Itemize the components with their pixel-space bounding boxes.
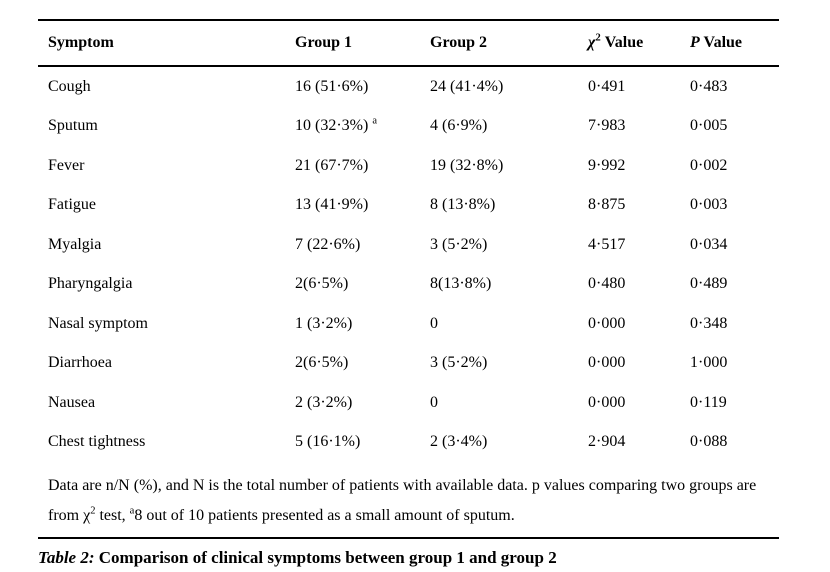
table-row: Cough 16 (51·6%) 24 (41·4%) 0·491 0·483 — [38, 66, 779, 107]
symptom-cell: Nasal symptom — [48, 314, 148, 332]
footnote-marker-sup: a — [372, 115, 377, 127]
group1-cell: 10 (32·3%) a — [295, 115, 377, 135]
table-row: Nausea 2 (3·2%) 0 0·000 0·119 — [38, 383, 779, 423]
table-row: Nasal symptom 1 (3·2%) 0 0·000 0·348 — [38, 304, 779, 344]
symptom-cell: Myalgia — [48, 235, 102, 253]
group2-cell: 3 (5·2%) — [430, 235, 488, 253]
footnote: Data are n/N (%), and N is the total num… — [38, 462, 779, 539]
column-header-group1: Group 1 — [295, 20, 430, 67]
group1-cell: 7 (22·6%) — [295, 235, 361, 253]
group2-cell: 0 — [430, 314, 438, 332]
chi-value-cell: 0·000 — [588, 314, 626, 332]
table-row: Diarrhoea 2(6·5%) 3 (5·2%) 0·000 1·000 — [38, 344, 779, 384]
chi-value-cell: 0·000 — [588, 354, 626, 372]
paper-table: Symptom Group 1 Group 2 χ2 Value P Value… — [38, 19, 779, 568]
group2-cell: 4 (6·9%) — [430, 117, 488, 135]
group2-cell: 0 — [430, 393, 438, 411]
p-value-cell: 0·002 — [690, 156, 728, 174]
chi-value-cell: 0·480 — [588, 275, 626, 293]
p-value-cell: 0·003 — [690, 196, 728, 214]
group2-cell: 19 (32·8%) — [430, 156, 504, 174]
group1-cell: 2(6·5%) — [295, 275, 349, 293]
symptoms-table: Symptom Group 1 Group 2 χ2 Value P Value… — [38, 19, 779, 462]
table-row: Pharyngalgia 2(6·5%) 8(13·8%) 0·480 0·489 — [38, 265, 779, 305]
group2-cell: 8(13·8%) — [430, 275, 492, 293]
symptom-cell: Chest tightness — [48, 433, 146, 451]
symptom-cell: Fatigue — [48, 196, 96, 214]
symptom-cell: Cough — [48, 77, 91, 95]
column-header-p-value: P Value — [690, 20, 779, 67]
chi-value-cell: 8·875 — [588, 196, 626, 214]
table-caption: Table 2: Comparison of clinical symptoms… — [38, 548, 557, 567]
table-row: Sputum 10 (32·3%) a 4 (6·9%) 7·983 0·005 — [38, 107, 779, 147]
chi-value-suffix: Value — [600, 34, 644, 51]
chi-value-cell: 4·517 — [588, 235, 626, 253]
p-value-cell: 0·005 — [690, 117, 728, 135]
p-value-cell: 0·348 — [690, 314, 728, 332]
chi-value-cell: 9·992 — [588, 156, 626, 174]
group1-cell: 5 (16·1%) — [295, 433, 361, 451]
group2-cell: 24 (41·4%) — [430, 77, 504, 95]
chi-value-cell: 2·904 — [588, 433, 626, 451]
table-row: Fever 21 (67·7%) 19 (32·8%) 9·992 0·002 — [38, 146, 779, 186]
group2-cell: 2 (3·4%) — [430, 433, 488, 451]
group2-cell: 3 (5·2%) — [430, 354, 488, 372]
symptom-cell: Sputum — [48, 117, 98, 135]
group2-cell: 8 (13·8%) — [430, 196, 496, 214]
table-row: Fatigue 13 (41·9%) 8 (13·8%) 8·875 0·003 — [38, 186, 779, 226]
table-row: Myalgia 7 (22·6%) 3 (5·2%) 4·517 0·034 — [38, 225, 779, 265]
p-value-cell: 0·119 — [690, 393, 727, 411]
header-row: Symptom Group 1 Group 2 χ2 Value P Value — [38, 20, 779, 67]
group1-cell: 1 (3·2%) — [295, 314, 353, 332]
table-body: Cough 16 (51·6%) 24 (41·4%) 0·491 0·483 Sputu… — [38, 66, 779, 462]
chi-symbol: χ — [588, 34, 596, 51]
symptom-cell: Diarrhoea — [48, 354, 112, 372]
column-header-group2: Group 2 — [430, 20, 588, 67]
group1-cell: 2(6·5%) — [295, 354, 349, 372]
chi-value-cell: 0·000 — [588, 393, 626, 411]
chi-value-cell: 7·983 — [588, 117, 626, 135]
group1-cell: 16 (51·6%) — [295, 77, 369, 95]
p-value-suffix: Value — [699, 34, 743, 51]
p-value-cell: 1·000 — [690, 354, 728, 372]
p-value-cell: 0·088 — [690, 433, 728, 451]
column-header-chi-value: χ2 Value — [588, 20, 690, 67]
p-value-cell: 0·483 — [690, 77, 728, 95]
symptom-cell: Fever — [48, 156, 85, 174]
table-row: Chest tightness 5 (16·1%) 2 (3·4%) 2·904 0·0… — [38, 423, 779, 463]
symptom-cell: Nausea — [48, 393, 96, 411]
group1-cell: 21 (67·7%) — [295, 156, 369, 174]
chi-value-cell: 0·491 — [588, 77, 626, 95]
chi-superscript: 2 — [595, 32, 601, 44]
table-header: Symptom Group 1 Group 2 χ2 Value P Value — [38, 20, 779, 67]
group1-cell: 13 (41·9%) — [295, 196, 369, 214]
column-header-symptom: Symptom — [38, 20, 295, 67]
p-symbol: P — [690, 34, 700, 51]
group1-cell: 2 (3·2%) — [295, 393, 353, 411]
symptom-cell: Pharyngalgia — [48, 275, 133, 293]
p-value-cell: 0·034 — [690, 235, 728, 253]
p-value-cell: 0·489 — [690, 275, 728, 293]
